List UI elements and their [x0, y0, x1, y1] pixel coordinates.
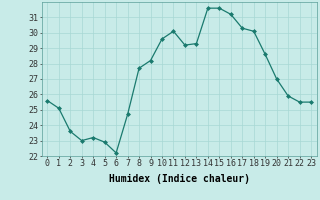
X-axis label: Humidex (Indice chaleur): Humidex (Indice chaleur)	[109, 174, 250, 184]
